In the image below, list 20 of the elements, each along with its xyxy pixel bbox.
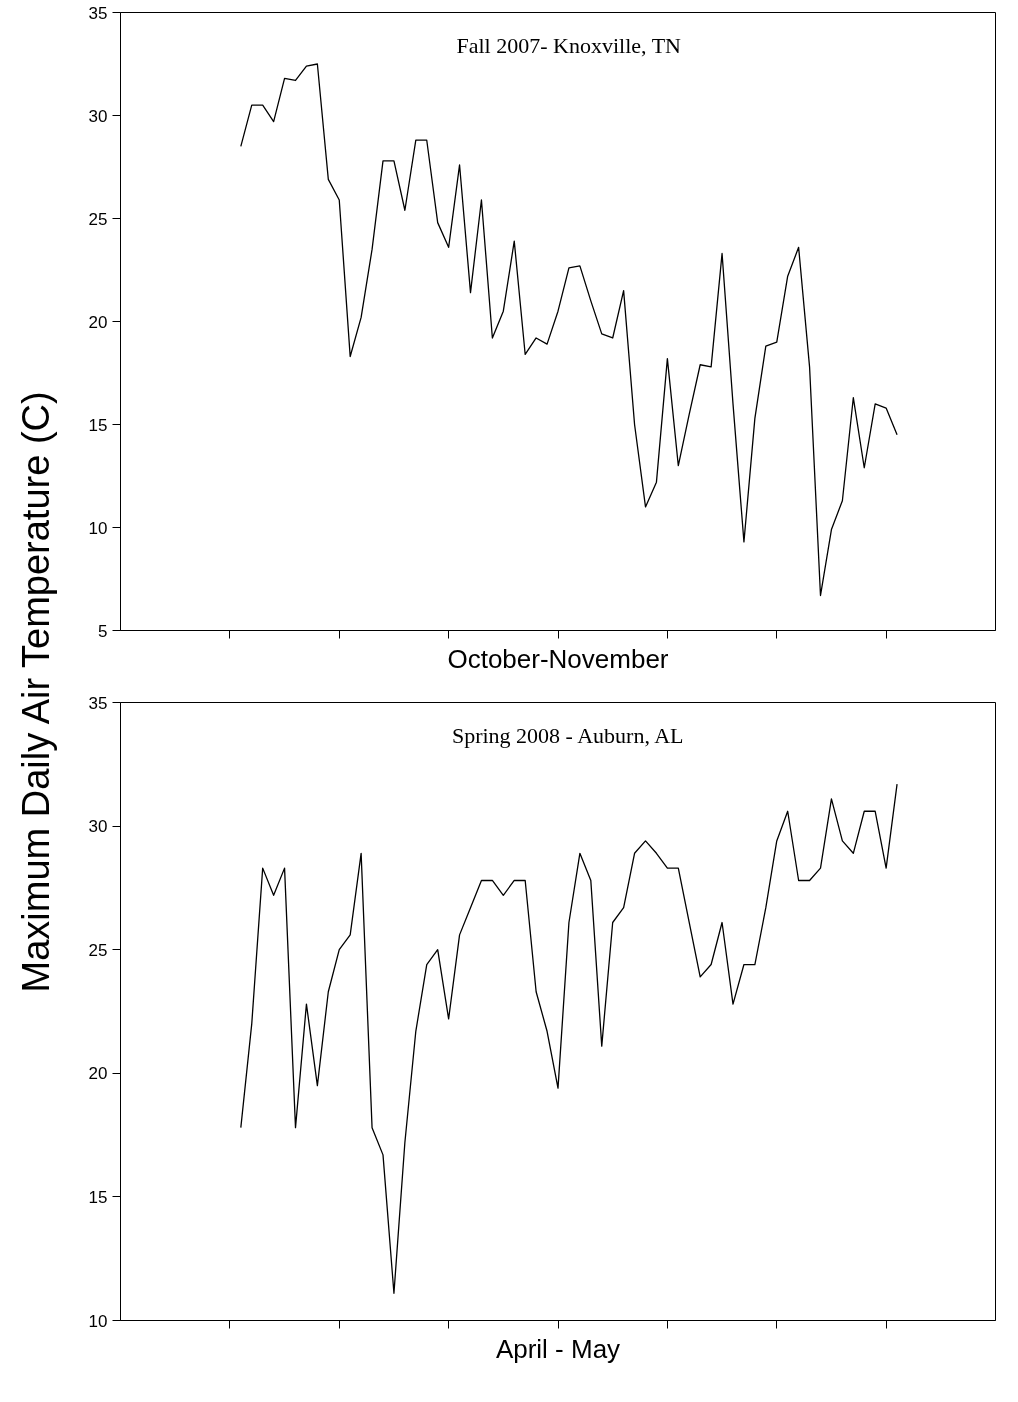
y-tick-label: 10: [88, 518, 108, 538]
y-tick-label: 20: [88, 312, 108, 332]
x-axis-title: April - May: [495, 1333, 621, 1364]
y-tick-label: 10: [88, 1311, 108, 1331]
y-axis-title: Maximum Daily Air Temperature (C): [15, 391, 58, 993]
y-tick-label: 20: [88, 1064, 108, 1084]
y-tick-label: 25: [88, 940, 108, 960]
line-series: [240, 63, 898, 597]
text: Spring 2008 - Auburn, AL: [451, 722, 684, 748]
y-tick-label: 25: [88, 209, 108, 229]
y-tick-label: 15: [88, 415, 108, 435]
line-series: [240, 783, 898, 1294]
y-tick-label: 30: [88, 817, 108, 837]
x-axis-title: October-November: [447, 643, 669, 674]
text: Fall 2007- Knoxville, TN: [456, 32, 682, 58]
y-tick-label: 15: [88, 1187, 108, 1207]
y-tick-label: 35: [88, 3, 108, 23]
y-tick-label: 5: [98, 621, 108, 641]
y-tick-label: 30: [88, 106, 108, 126]
y-tick-label: 35: [88, 693, 108, 713]
